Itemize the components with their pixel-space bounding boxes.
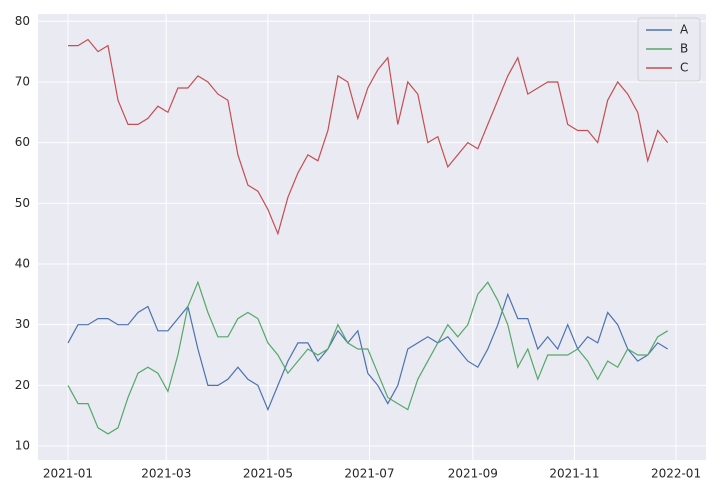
line-series xyxy=(67,292,669,412)
y-tick-label: 10 xyxy=(15,439,30,453)
legend-label: C xyxy=(680,61,688,75)
x-tick-label: 2021-03 xyxy=(141,467,191,481)
y-tick-label: 80 xyxy=(15,14,30,28)
y-tick-label: 50 xyxy=(15,196,30,210)
legend-label: B xyxy=(680,42,688,56)
y-tick-label: 60 xyxy=(15,135,30,149)
x-tick-label: 2021-05 xyxy=(243,467,293,481)
y-tick-label: 30 xyxy=(15,317,30,331)
line-series xyxy=(68,38,669,236)
y-tick-label: 20 xyxy=(15,378,30,392)
x-tick-label: 2021-11 xyxy=(549,467,599,481)
x-tick-label: 2021-09 xyxy=(448,467,498,481)
x-tick-label: 2021-01 xyxy=(43,467,93,481)
legend-label: A xyxy=(680,23,689,37)
x-tick-label: 2022-01 xyxy=(651,467,701,481)
x-tick-label: 2021-07 xyxy=(344,467,394,481)
line-series xyxy=(67,280,669,435)
y-tick-label: 70 xyxy=(15,74,30,88)
y-tick-label: 40 xyxy=(15,257,30,271)
